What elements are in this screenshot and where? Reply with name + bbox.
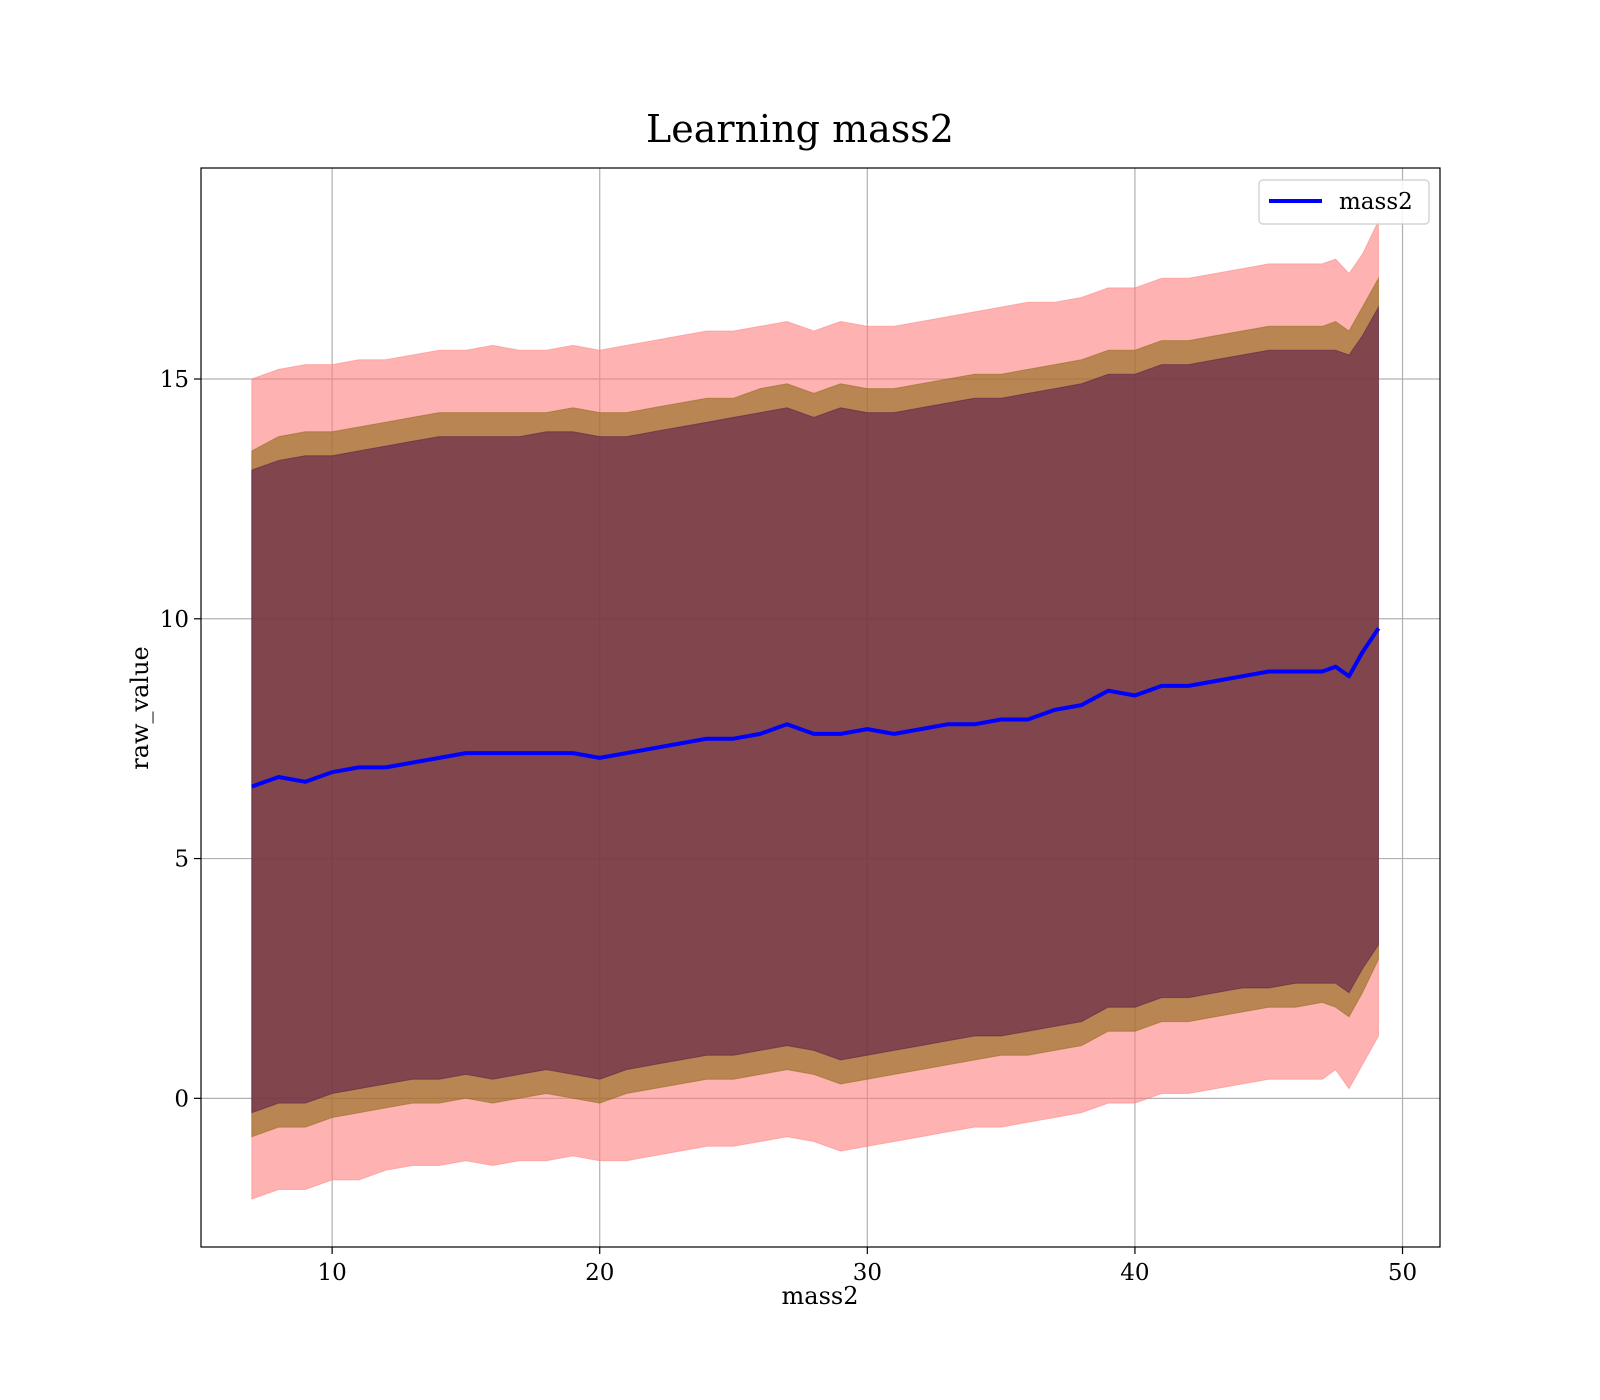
legend-box	[1258, 179, 1430, 225]
legend: mass2	[1258, 179, 1430, 225]
x-axis-label: mass2	[782, 1282, 859, 1310]
chart-title: Learning mass2	[646, 107, 954, 151]
y-tick-label-15: 15	[160, 367, 189, 393]
legend-label: mass2	[1339, 189, 1413, 215]
x-tick-label-10: 10	[317, 1260, 346, 1286]
series-lines	[251, 627, 1381, 789]
confidence-bands	[251, 220, 1379, 1200]
plot-frame	[200, 167, 1441, 1248]
x-tick-label-20: 20	[585, 1260, 614, 1286]
y-tick-label-10: 10	[160, 607, 189, 633]
band-2	[251, 305, 1379, 1114]
x-tick-label-50: 50	[1388, 1260, 1417, 1286]
axis-ticks: 10 20 30 40 50 0 5 10 15	[160, 367, 1417, 1286]
x-tick-label-30: 30	[853, 1260, 882, 1286]
x-tick-label-40: 40	[1120, 1260, 1149, 1286]
series-line-0	[251, 627, 1381, 789]
y-axis-label: raw_value	[126, 646, 154, 770]
y-tick-label-5: 5	[174, 847, 189, 873]
y-tick-label-0: 0	[174, 1086, 189, 1112]
